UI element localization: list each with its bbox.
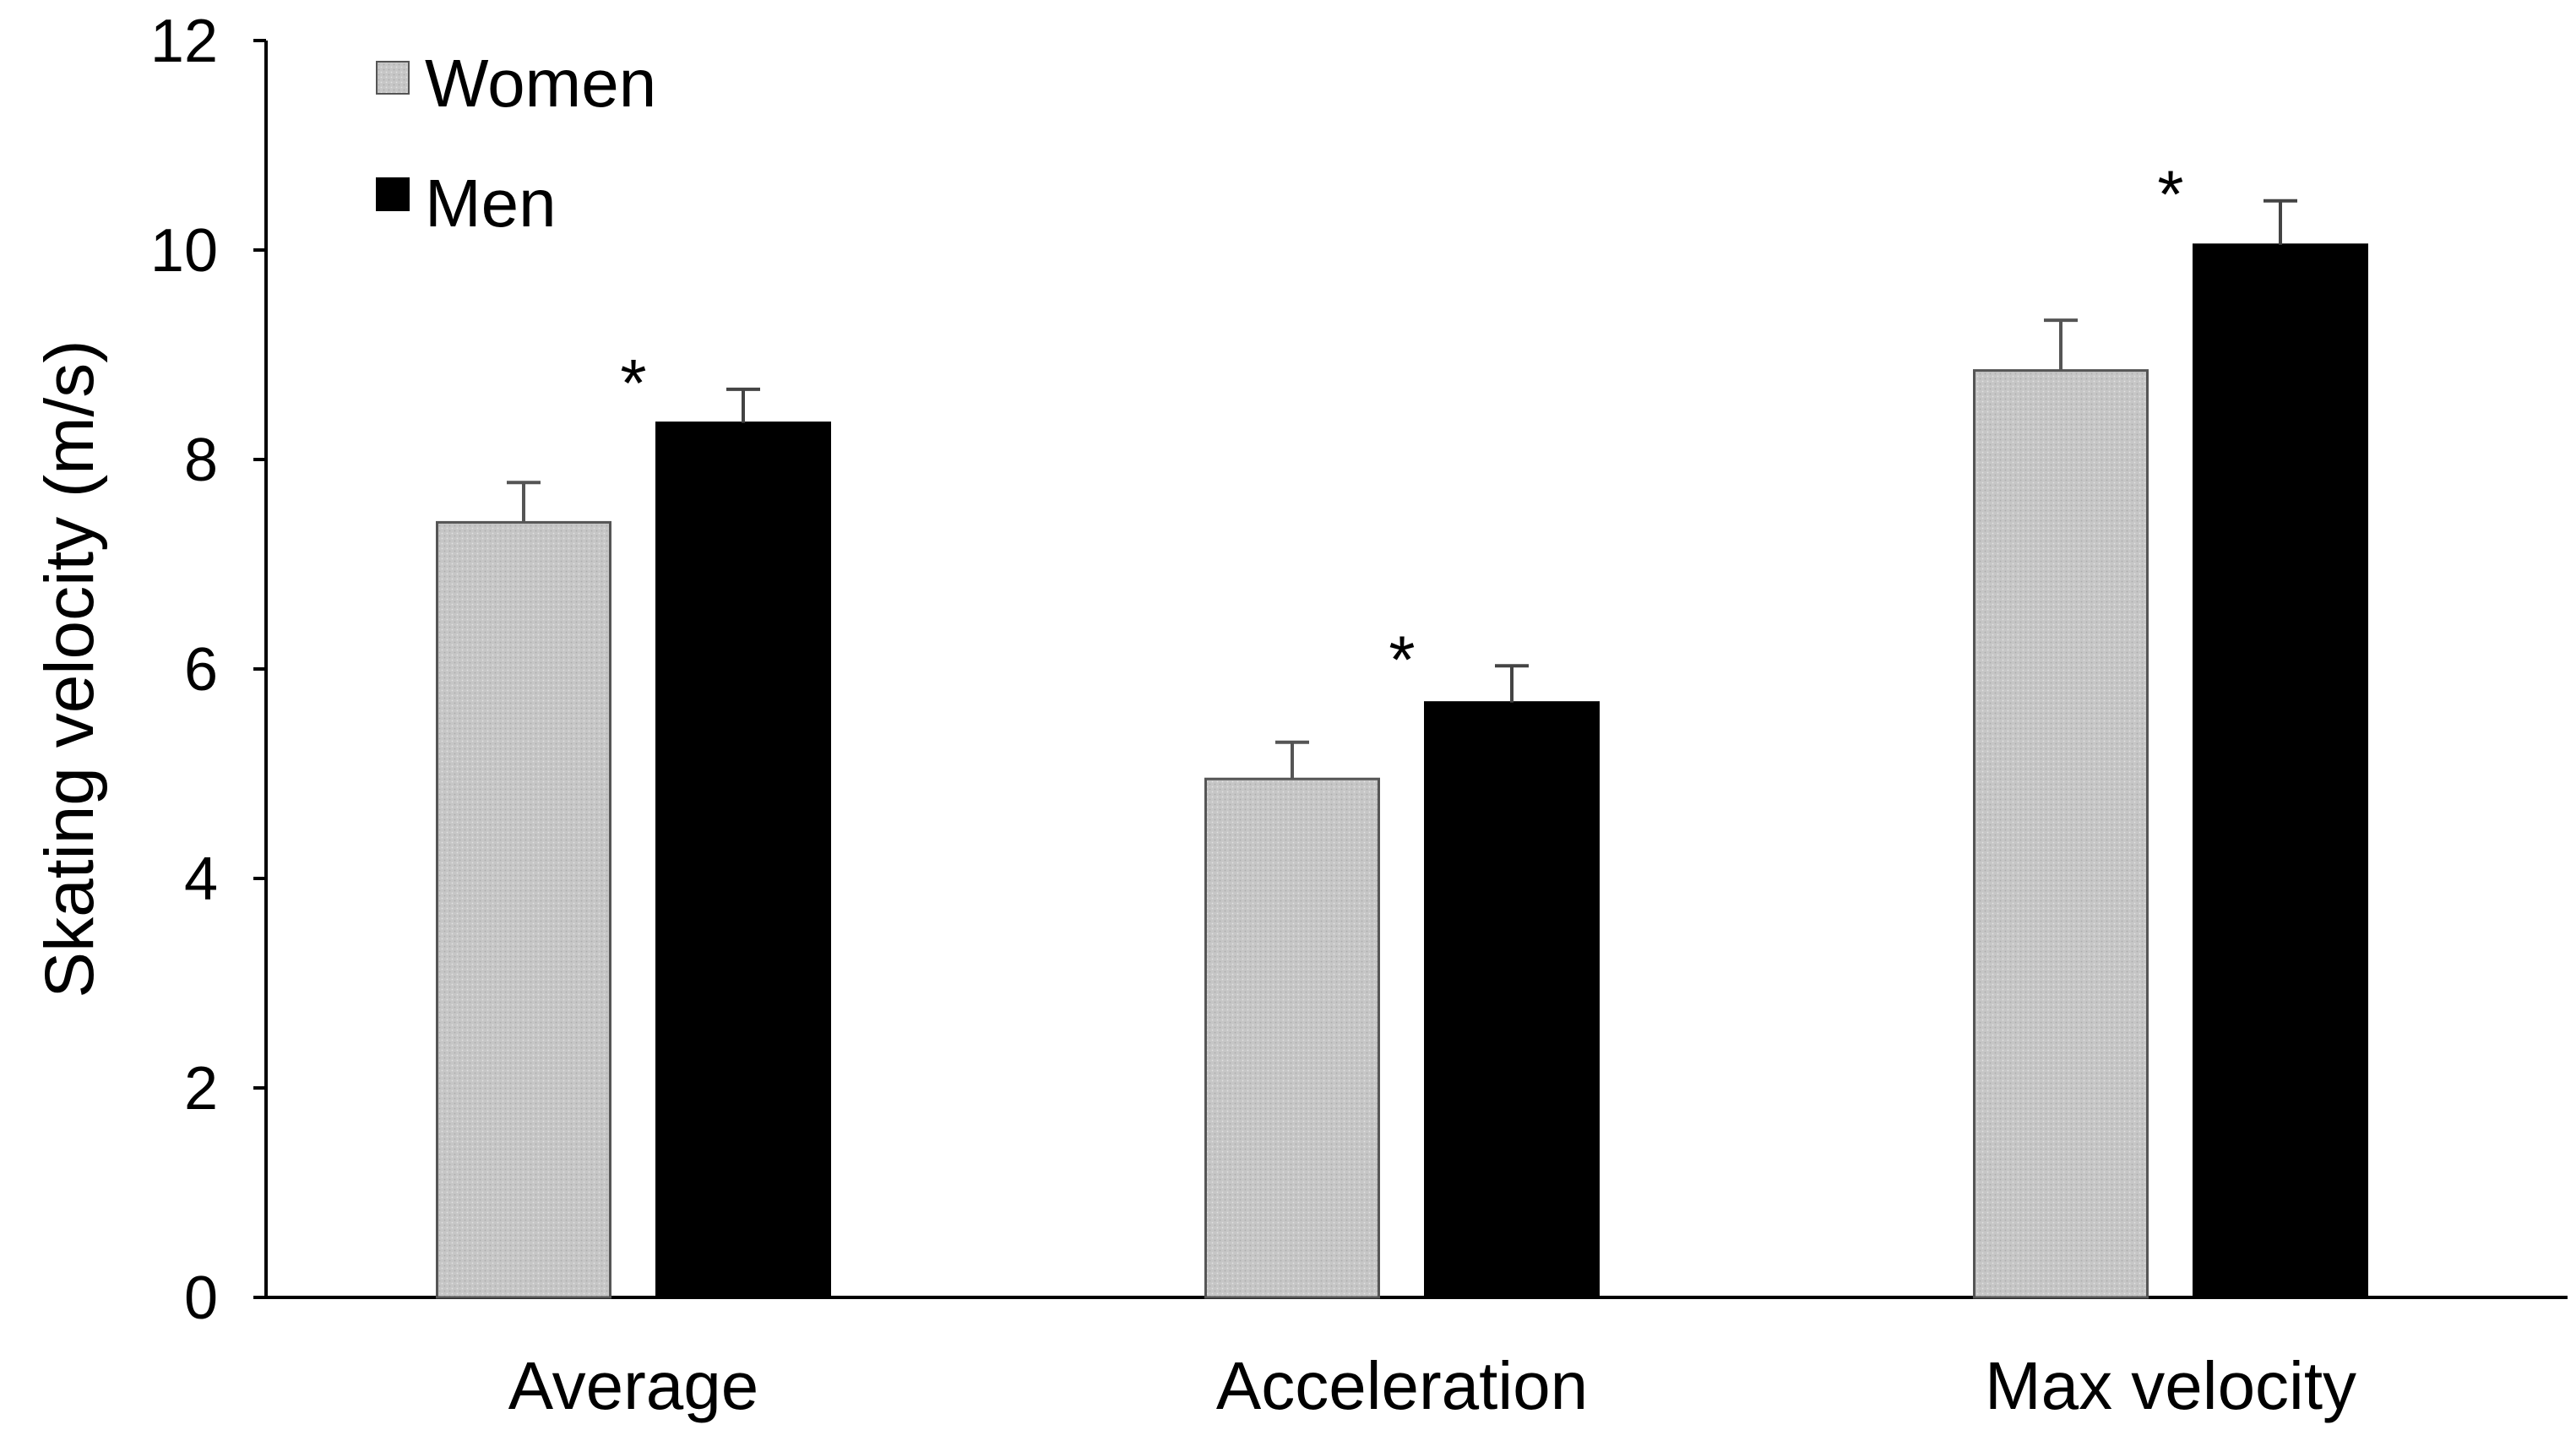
x-tick-label: Acceleration (1216, 1348, 1588, 1423)
y-tick-label: 8 (184, 427, 218, 494)
significance-asterisk: * (1389, 622, 1415, 697)
y-tick-label: 4 (184, 846, 218, 913)
bar-women (1204, 777, 1380, 1299)
bar-men (1424, 701, 1600, 1299)
bar-series (436, 198, 2368, 1299)
significance-asterisk: * (2157, 157, 2183, 232)
y-axis-title: Skating velocity (m/s) (31, 340, 108, 998)
y-tick-label: 10 (150, 217, 218, 285)
significance-markers: * * * (620, 157, 2183, 698)
x-axis-labels: Average Acceleration Max velocity (508, 1348, 2356, 1423)
y-tick-label: 6 (184, 636, 218, 704)
bar-men (655, 421, 831, 1299)
y-tick-label: 12 (150, 8, 218, 75)
y-tick-label: 2 (184, 1055, 218, 1123)
legend-label-women: Women (425, 46, 656, 121)
bar-men (2193, 243, 2368, 1299)
x-tick-label: Max velocity (1985, 1348, 2356, 1423)
legend: Women Men (376, 46, 656, 241)
bar-women (1973, 369, 2149, 1299)
y-axis-ticks: 0 2 4 6 8 10 12 (150, 8, 266, 1332)
bar-women (436, 520, 611, 1299)
legend-swatch-men (376, 177, 410, 211)
legend-swatch-women (376, 61, 410, 95)
y-tick-label: 0 (184, 1264, 218, 1332)
x-tick-label: Average (508, 1348, 759, 1423)
legend-label-men: Men (425, 166, 557, 241)
significance-asterisk: * (620, 345, 646, 421)
